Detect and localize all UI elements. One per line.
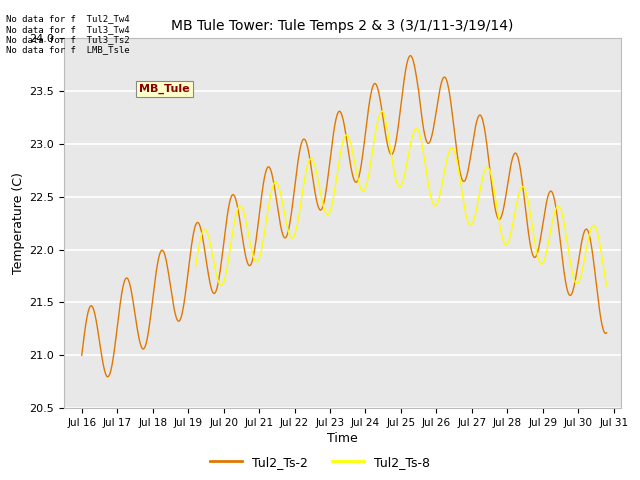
Tul2_Ts-2 bbox=[321, 194, 329, 200]
Line: Tul2_Ts-8: Tul2_Ts-8 bbox=[196, 111, 607, 286]
X-axis label: Time: Time bbox=[327, 432, 358, 445]
Tul2_Ts-2 bbox=[377, 100, 385, 106]
Line: Tul2_Ts-2: Tul2_Ts-2 bbox=[82, 56, 607, 377]
Tul2_Ts-2 bbox=[78, 352, 86, 358]
Tul2_Ts-2 bbox=[406, 53, 414, 59]
Y-axis label: Temperature (C): Temperature (C) bbox=[12, 172, 25, 274]
Tul2_Ts-2 bbox=[603, 330, 611, 336]
Tul2_Ts-2 bbox=[301, 137, 308, 143]
Tul2_Ts-2 bbox=[312, 193, 319, 199]
Tul2_Ts-2 bbox=[104, 374, 111, 380]
Text: No data for f  Tul2_Tw4
No data for f  Tul3_Tw4
No data for f  Tul3_Ts2
No data : No data for f Tul2_Tw4 No data for f Tul… bbox=[6, 14, 130, 55]
Tul2_Ts-8 bbox=[301, 178, 308, 183]
Tul2_Ts-2 bbox=[119, 285, 127, 291]
Text: MB_Tule: MB_Tule bbox=[139, 84, 190, 94]
Tul2_Ts-8 bbox=[321, 208, 328, 214]
Title: MB Tule Tower: Tule Temps 2 & 3 (3/1/11-3/19/14): MB Tule Tower: Tule Temps 2 & 3 (3/1/11-… bbox=[172, 19, 513, 33]
Tul2_Ts-8 bbox=[376, 110, 384, 116]
Tul2_Ts-8 bbox=[312, 164, 319, 170]
Tul2_Ts-8 bbox=[603, 283, 611, 288]
Legend: Tul2_Ts-2, Tul2_Ts-8: Tul2_Ts-2, Tul2_Ts-8 bbox=[205, 451, 435, 474]
Tul2_Ts-2 bbox=[140, 346, 148, 351]
